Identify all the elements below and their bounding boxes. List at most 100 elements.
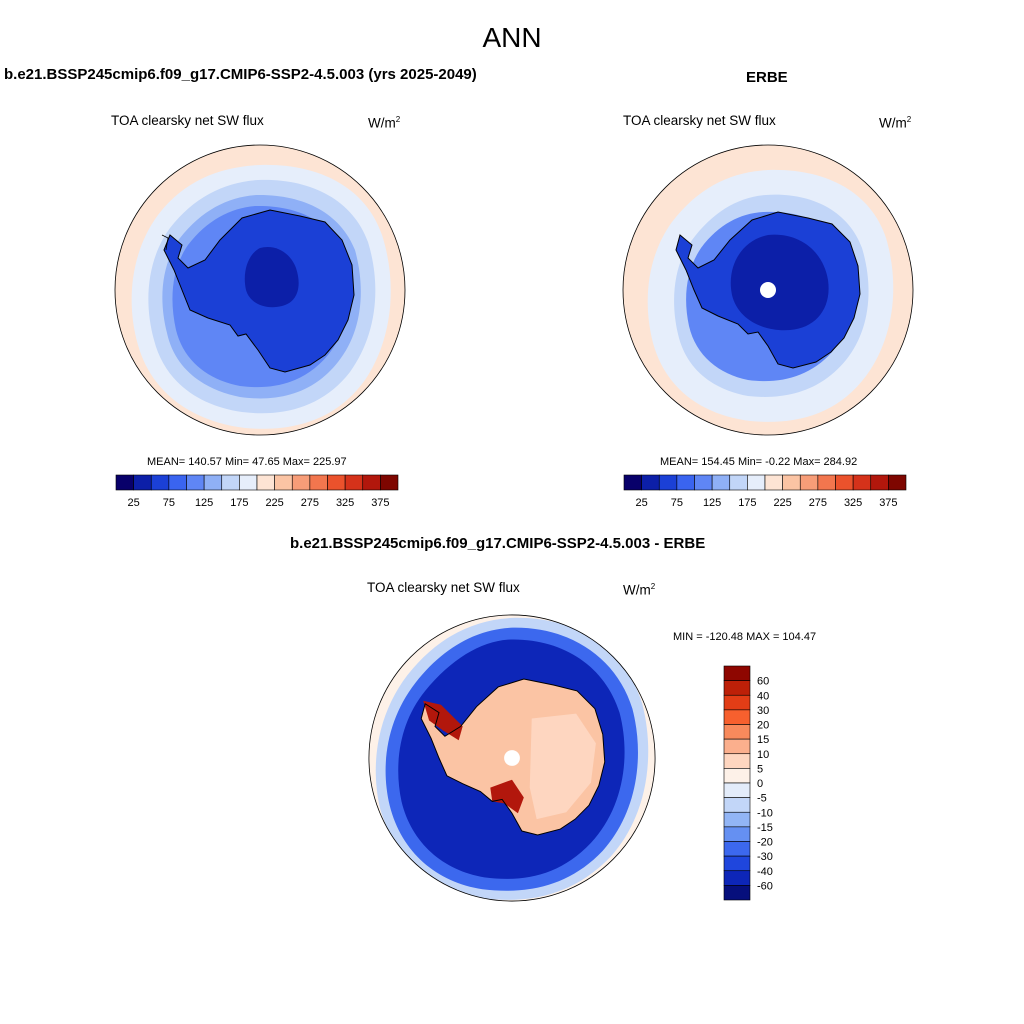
obs-colorbar-box (658, 474, 678, 491)
diff-colorbar-box (723, 811, 751, 828)
model-colorbar-box (327, 474, 346, 491)
model-colorbar-label: 125 (195, 497, 213, 509)
obs-colorbar-box (641, 474, 660, 491)
diff-colorbar-label: -30 (757, 851, 773, 863)
diff-colorbar-box (723, 724, 751, 740)
model-colorbar-box (362, 474, 381, 491)
model-stats: MEAN= 140.57 Min= 47.65 Max= 225.97 (147, 456, 347, 468)
model-colorbar-box (274, 474, 293, 491)
obs-colorbar: 25 75 125 175 225 275 325 375 (623, 474, 907, 509)
obs-colorbar-label: 75 (671, 497, 683, 509)
diff-colorbar-box (723, 709, 751, 725)
obs-units-base: W/m (879, 115, 907, 131)
obs-colorbar-box (764, 474, 783, 491)
obs-colorbar-label: 225 (773, 497, 791, 509)
model-colorbar-box (203, 474, 223, 491)
model-colorbar-box (239, 474, 258, 491)
obs-colorbar-box (711, 474, 731, 491)
obs-colorbar-box (676, 474, 695, 491)
model-colorbar-box (168, 474, 187, 491)
diff-colorbar-box (723, 855, 751, 872)
model-units-base: W/m (368, 115, 396, 131)
diff-colorbar-box (723, 680, 751, 696)
obs-colorbar-label: 375 (879, 497, 897, 509)
obs-panel-title: ERBE (746, 69, 788, 86)
obs-units-label: W/m2 (879, 115, 911, 131)
diff-units-label: W/m2 (623, 582, 655, 598)
model-colorbar-box (115, 474, 134, 491)
diff-units-base: W/m (623, 582, 651, 598)
diff-colorbar-label: 20 (757, 720, 769, 732)
model-colorbar-box (344, 474, 364, 491)
obs-colorbar-box (835, 474, 854, 491)
model-colorbar-box (380, 474, 399, 491)
obs-colorbar-label: 125 (703, 497, 721, 509)
model-colorbar-box (309, 474, 328, 491)
diff-colorbar-box (723, 885, 751, 901)
diff-colorbar-box (723, 738, 751, 755)
obs-colorbar-label: 275 (809, 497, 827, 509)
diff-colorbar-label: -15 (757, 822, 773, 834)
model-colorbar-label: 75 (163, 497, 175, 509)
obs-stats: MEAN= 154.45 Min= -0.22 Max= 284.92 (660, 456, 858, 468)
obs-colorbar-box (782, 474, 801, 491)
diff-colorbar-label: 5 (757, 763, 763, 775)
obs-colorbar-box (817, 474, 836, 491)
diff-colorbar-label: 10 (757, 749, 769, 761)
diff-colorbar-box (723, 665, 751, 681)
model-colorbar-label: 25 (128, 497, 140, 509)
obs-variable-label: TOA clearsky net SW flux (623, 113, 776, 128)
model-colorbar-box (186, 474, 205, 491)
diff-colorbar-box (723, 694, 751, 711)
diff-colorbar-label: -60 (757, 880, 773, 892)
diff-colorbar-label: -10 (757, 807, 773, 819)
diff-colorbar-box (723, 782, 751, 798)
diff-colorbar-box (723, 826, 751, 842)
diff-colorbar-label: -40 (757, 866, 773, 878)
diff-colorbar-label: 30 (757, 705, 769, 717)
diff-colorbar-label: 0 (757, 778, 763, 790)
diff-polar-map (368, 614, 656, 902)
obs-colorbar-box (729, 474, 748, 491)
diff-colorbar-box (723, 753, 751, 769)
diff-units-sup: 2 (650, 582, 656, 591)
model-colorbar-box (221, 474, 240, 491)
obs-colorbar-label: 325 (844, 497, 862, 509)
obs-colorbar-label: 25 (636, 497, 648, 509)
obs-colorbar-box (747, 474, 766, 491)
model-colorbar-box (150, 474, 170, 491)
model-colorbar-box (291, 474, 311, 491)
diff-variable-label: TOA clearsky net SW flux (367, 580, 520, 595)
model-panel-title: b.e21.BSSP245cmip6.f09_g17.CMIP6-SSP2-4.… (4, 66, 477, 83)
diff-colorbar-label: 15 (757, 734, 769, 746)
model-units-sup: 2 (395, 115, 401, 124)
model-colorbar-box (133, 474, 152, 491)
model-colorbar-label: 225 (265, 497, 283, 509)
model-units-label: W/m2 (368, 115, 400, 131)
diff-colorbar-box (723, 768, 751, 784)
model-polar-map (114, 144, 406, 436)
obs-colorbar-label: 175 (738, 497, 756, 509)
model-colorbar-label: 375 (371, 497, 389, 509)
obs-polar-map (622, 144, 914, 436)
model-variable-label: TOA clearsky net SW flux (111, 113, 264, 128)
obs-colorbar-box (799, 474, 819, 491)
model-colorbar-label: 275 (301, 497, 319, 509)
diff-colorbar: 60 40 30 20 15 10 5 0 -5 -10 -15 -20 -30 -40 -60 (723, 665, 773, 901)
diff-colorbar-box (723, 870, 751, 886)
model-colorbar-label: 325 (336, 497, 354, 509)
obs-colorbar-box (852, 474, 872, 491)
diff-colorbar-label: 40 (757, 690, 769, 702)
main-title: ANN (482, 22, 542, 53)
model-colorbar: 25 75 125 175 225 275 325 375 (115, 474, 399, 509)
obs-colorbar-box (694, 474, 713, 491)
obs-colorbar-box (870, 474, 889, 491)
diff-colorbar-label: -20 (757, 837, 773, 849)
diff-colorbar-label: 60 (757, 676, 769, 688)
obs-units-sup: 2 (906, 115, 912, 124)
obs-colorbar-box (888, 474, 907, 491)
diff-colorbar-box (723, 797, 751, 813)
diff-stats: MIN = -120.48 MAX = 104.47 (673, 631, 817, 643)
model-colorbar-label: 175 (230, 497, 248, 509)
obs-colorbar-box (623, 474, 642, 491)
